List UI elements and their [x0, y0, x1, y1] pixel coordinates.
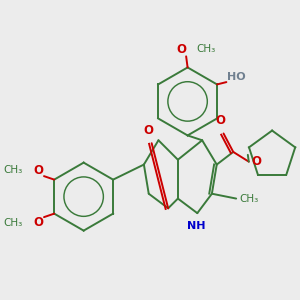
Text: O: O: [252, 154, 262, 168]
Text: HO: HO: [227, 72, 246, 82]
Text: O: O: [144, 124, 154, 137]
Text: CH₃: CH₃: [3, 165, 22, 175]
Text: O: O: [33, 217, 43, 230]
Text: CH₃: CH₃: [3, 218, 22, 228]
Text: NH: NH: [187, 221, 205, 231]
Text: CH₃: CH₃: [240, 194, 259, 204]
Text: O: O: [33, 164, 43, 177]
Text: O: O: [176, 43, 186, 56]
Text: O: O: [216, 114, 226, 127]
Text: CH₃: CH₃: [196, 44, 216, 54]
